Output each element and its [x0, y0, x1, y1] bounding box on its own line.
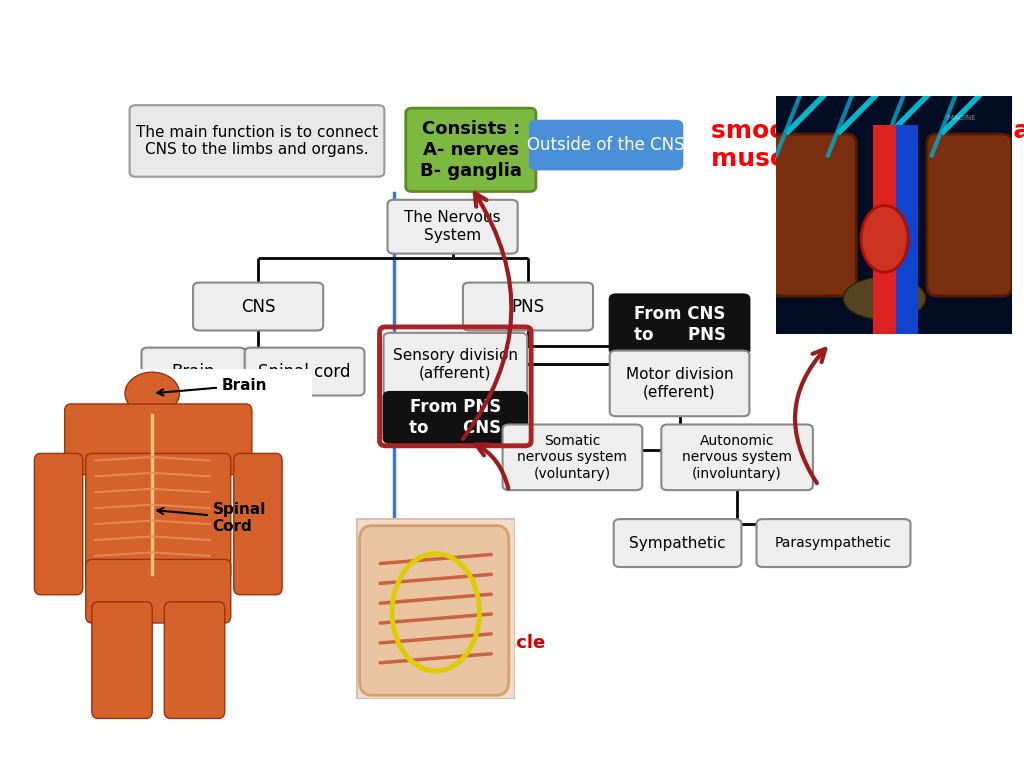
Text: Outside of the CNS: Outside of the CNS: [527, 136, 685, 154]
Text: Somatic
nervous system
(voluntary): Somatic nervous system (voluntary): [517, 434, 628, 481]
Text: The Nervous
System: The Nervous System: [404, 210, 501, 243]
Text: Autonomic
nervous system
(involuntary): Autonomic nervous system (involuntary): [682, 434, 793, 481]
Text: The main function is to connect
CNS to the limbs and organs.: The main function is to connect CNS to t…: [136, 124, 378, 157]
Text: Sensory division
(afferent): Sensory division (afferent): [393, 348, 518, 380]
FancyArrowPatch shape: [463, 193, 511, 439]
Text: Parasympathetic: Parasympathetic: [775, 536, 892, 550]
FancyBboxPatch shape: [86, 453, 230, 581]
Ellipse shape: [844, 277, 926, 319]
FancyBboxPatch shape: [463, 283, 593, 330]
Text: Motor division
(efferent): Motor division (efferent): [626, 367, 733, 399]
Text: From PNS
to      CNS: From PNS to CNS: [410, 398, 502, 437]
Text: Spinal cord: Spinal cord: [258, 362, 351, 381]
FancyBboxPatch shape: [503, 425, 642, 490]
Ellipse shape: [861, 206, 908, 272]
Text: Spinal
Cord: Spinal Cord: [158, 502, 266, 535]
FancyBboxPatch shape: [387, 200, 518, 253]
FancyBboxPatch shape: [86, 559, 230, 623]
FancyBboxPatch shape: [245, 348, 365, 396]
FancyBboxPatch shape: [609, 294, 750, 354]
FancyBboxPatch shape: [35, 453, 83, 594]
FancyBboxPatch shape: [233, 453, 283, 594]
Text: IMAGINE: IMAGINE: [947, 115, 977, 121]
Text: Skeletal muscle: Skeletal muscle: [386, 634, 545, 652]
FancyBboxPatch shape: [164, 602, 224, 718]
FancyBboxPatch shape: [92, 602, 153, 718]
FancyBboxPatch shape: [662, 425, 813, 490]
Ellipse shape: [125, 372, 179, 415]
Bar: [896, 124, 918, 334]
FancyBboxPatch shape: [927, 134, 1012, 296]
Bar: [872, 124, 896, 334]
Text: PNS: PNS: [511, 297, 545, 316]
Text: CNS: CNS: [241, 297, 275, 316]
Text: smooth muscle, cardiac
muscle, and glands: smooth muscle, cardiac muscle, and gland…: [712, 119, 1024, 170]
FancyBboxPatch shape: [359, 525, 509, 695]
FancyBboxPatch shape: [757, 519, 910, 567]
Text: Consists :
A- nerves
B- ganglia: Consists : A- nerves B- ganglia: [420, 120, 522, 180]
FancyBboxPatch shape: [530, 121, 682, 169]
FancyBboxPatch shape: [141, 348, 246, 396]
FancyBboxPatch shape: [771, 134, 856, 296]
Text: From CNS
to      PNS: From CNS to PNS: [634, 305, 726, 343]
FancyBboxPatch shape: [613, 519, 741, 567]
Text: Brain: Brain: [172, 362, 215, 381]
FancyBboxPatch shape: [609, 350, 750, 416]
FancyArrowPatch shape: [476, 445, 508, 488]
FancyBboxPatch shape: [384, 392, 527, 443]
FancyBboxPatch shape: [65, 404, 252, 475]
FancyBboxPatch shape: [194, 283, 324, 330]
FancyBboxPatch shape: [384, 333, 527, 396]
FancyBboxPatch shape: [130, 105, 384, 177]
Bar: [137, 397, 167, 415]
Text: Brain: Brain: [158, 378, 267, 396]
FancyBboxPatch shape: [406, 108, 536, 191]
FancyArrowPatch shape: [795, 349, 825, 483]
Text: Sympathetic: Sympathetic: [630, 535, 726, 551]
